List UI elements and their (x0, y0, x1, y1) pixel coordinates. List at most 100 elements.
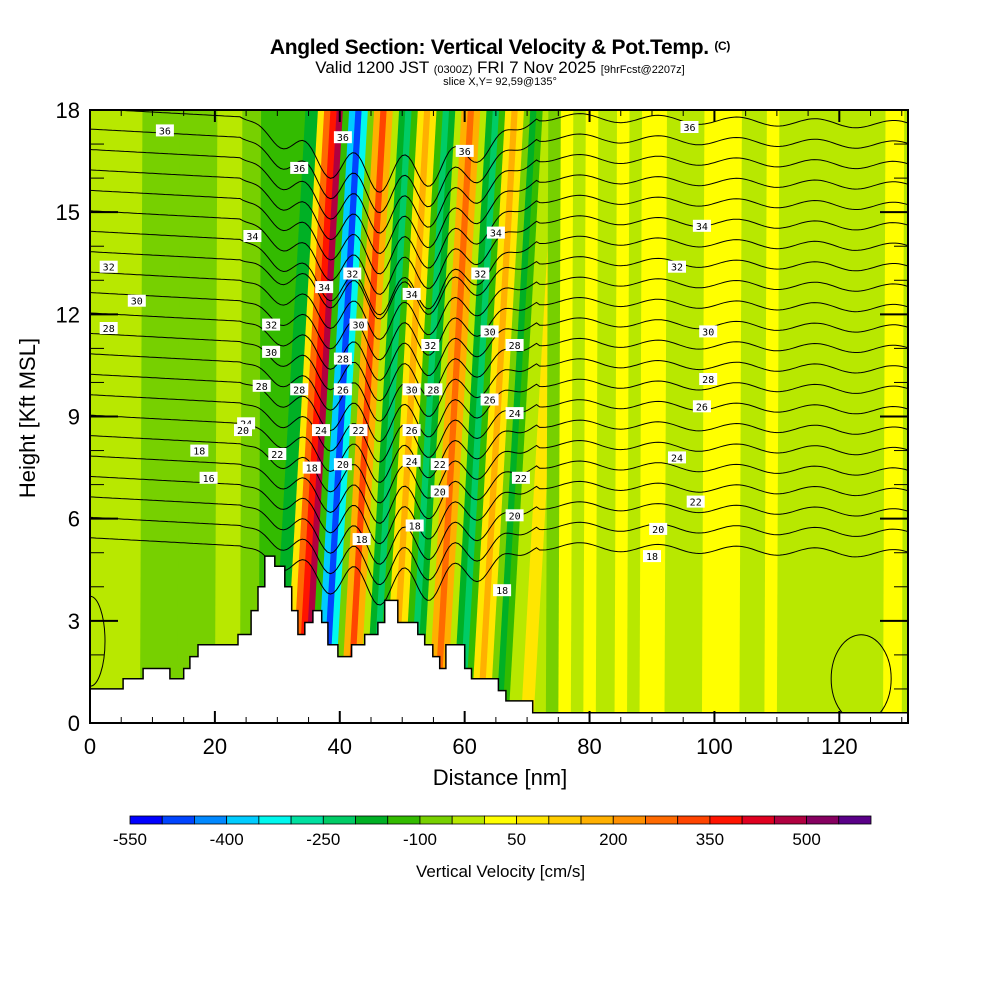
velocity-band (826, 110, 862, 723)
velocity-band (558, 110, 574, 723)
contour-label: 24 (402, 454, 421, 468)
contour-label-text: 20 (237, 426, 249, 437)
contour-label-box (402, 454, 421, 467)
contour-label-text: 32 (103, 263, 115, 274)
y-axis-title: Height [Kft MSL] (15, 337, 40, 499)
contour-label-box (430, 458, 449, 471)
contour-label-box (333, 458, 352, 471)
contour-label-box (505, 509, 524, 522)
contour-label: 20 (333, 458, 352, 471)
contour-label-text: 28 (427, 385, 439, 396)
x-tick-label: 40 (328, 734, 352, 759)
contour-label: 32 (421, 339, 440, 352)
contour-label-text: 24 (671, 453, 683, 464)
x-axis-title: Distance [nm] (432, 765, 568, 790)
terrain (90, 555, 908, 723)
velocity-band (776, 110, 830, 723)
contour-label-text: 34 (318, 283, 330, 294)
contour-label-box (480, 325, 499, 338)
contour-label-text: 32 (474, 270, 486, 281)
colorbar: -550 -400 -250 -100 50 200 350 500 (113, 815, 872, 849)
contour-label-box (127, 294, 146, 307)
contour-label-text: 32 (424, 341, 436, 352)
contour-label-box (699, 373, 718, 385)
colorbar-segment (806, 815, 840, 825)
contour-label-text: 30 (406, 385, 418, 396)
contour-label: 24 (312, 424, 330, 437)
contour-label-text: 36 (159, 126, 171, 137)
contour-label-box (343, 267, 362, 280)
contour-label-text: 20 (337, 460, 349, 471)
contour-label-text: 20 (652, 525, 664, 536)
x-tick-label: 120 (821, 734, 858, 759)
contour-label-text: 22 (271, 450, 283, 461)
contour-label-text: 24 (509, 409, 521, 420)
contour-label-text: 36 (337, 133, 349, 144)
contour-line (90, 332, 908, 402)
contour-label: 16 (199, 471, 218, 485)
x-tick-label: 60 (452, 734, 476, 759)
velocity-band (346, 110, 388, 723)
y-tick-label: 15 (56, 200, 80, 225)
contour-line (90, 189, 908, 275)
y-tick-label: 6 (68, 507, 80, 532)
contour-label: 26 (692, 400, 711, 413)
contour-line (90, 149, 908, 234)
contour-label: 20 (505, 509, 524, 522)
velocity-band (239, 110, 262, 723)
colorbar-segment (709, 815, 743, 825)
contour-label-box (402, 287, 421, 300)
colorbar-segment (322, 815, 356, 825)
contour-label: 30 (480, 325, 499, 338)
contour-label-box (290, 161, 309, 174)
contour-label-box (333, 131, 352, 144)
x-tick-label: 80 (577, 734, 601, 759)
x-tick-label: 20 (203, 734, 227, 759)
contour-label-box (402, 383, 421, 396)
contour-label-box (234, 424, 252, 437)
colorbar-tick-label: -250 (306, 830, 340, 849)
velocity-band (333, 110, 375, 723)
velocity-band (464, 110, 506, 723)
contour-label-text: 26 (337, 385, 349, 396)
contour-label: 18 (190, 444, 209, 458)
colorbar-segment (773, 815, 807, 825)
contour-label-text: 16 (203, 474, 215, 485)
contour-line (90, 496, 908, 565)
contour-label-box (480, 393, 499, 406)
contour-label-box (312, 424, 330, 437)
terrain-mask (90, 555, 908, 723)
contour-label-box (505, 407, 524, 420)
contour-label: 32 (99, 260, 118, 274)
contour-label: 36 (455, 144, 474, 158)
contour-label: 20 (649, 522, 668, 536)
contour-label: 36 (333, 131, 352, 144)
colorbar-segment (580, 815, 614, 825)
contour-line (90, 230, 908, 316)
colorbar-tick-label: -550 (113, 830, 147, 849)
velocity-band (139, 110, 181, 723)
velocity-band (383, 110, 425, 723)
contour-label: 22 (268, 448, 287, 461)
colorbar-segment (548, 815, 582, 825)
contour-label: 34 (315, 281, 334, 294)
contour-label-text: 18 (356, 535, 368, 546)
colorbar-segment (645, 815, 679, 825)
contour-label-text: 22 (434, 460, 446, 471)
contour-label-box (686, 495, 705, 508)
colorbar-segment (483, 815, 518, 825)
contour-label-text: 26 (406, 426, 418, 437)
contour-label: 34 (243, 230, 262, 243)
contour-label: 28 (424, 383, 443, 396)
contour-label-text: 30 (131, 297, 143, 308)
colorbar-segment (226, 815, 260, 825)
velocity-band (395, 110, 438, 723)
contour-line (90, 353, 908, 422)
y-tick-label: 9 (68, 405, 80, 430)
contour-label: 22 (686, 495, 705, 509)
contour-line (90, 312, 908, 381)
velocity-band (701, 110, 743, 723)
velocity-band (327, 110, 369, 723)
y-tick-label: 0 (68, 711, 80, 736)
